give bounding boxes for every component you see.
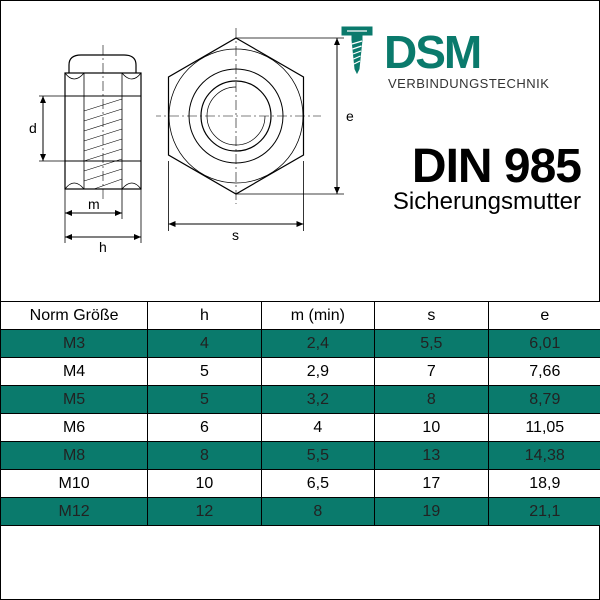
table-cell: M8 (1, 442, 148, 469)
table-header-cell: m (min) (262, 302, 375, 329)
table-header-cell: e (489, 302, 600, 329)
brand-subtitle: VERBINDUNGSTECHNIK (388, 76, 589, 91)
table-cell: M6 (1, 414, 148, 441)
dim-m-label: m (88, 196, 100, 212)
dim-d-label: d (29, 120, 37, 136)
brand-m: M (444, 29, 480, 75)
table-row: M10106,51718,9 (1, 470, 600, 498)
page-container: d (0, 0, 600, 600)
brand-s: S (415, 29, 444, 75)
table-cell: 21,1 (489, 498, 600, 525)
table-cell: M5 (1, 386, 148, 413)
spec-table: Norm Größehm (min)seM342,45,56,01M452,97… (1, 301, 600, 526)
dim-h-label: h (99, 239, 107, 255)
table-cell: 12 (148, 498, 261, 525)
table-row: M342,45,56,01 (1, 330, 600, 358)
table-cell: M12 (1, 498, 148, 525)
table-cell: 17 (375, 470, 488, 497)
table-cell: 6 (148, 414, 261, 441)
table-cell: 3,2 (262, 386, 375, 413)
table-cell: 6,5 (262, 470, 375, 497)
table-cell: 19 (375, 498, 488, 525)
brand-d: D (384, 29, 415, 75)
table-cell: 8 (262, 498, 375, 525)
table-cell: 5 (148, 386, 261, 413)
screw-icon (334, 21, 380, 82)
table-row: M553,288,79 (1, 386, 600, 414)
table-cell: 11,05 (489, 414, 600, 441)
table-cell: M10 (1, 470, 148, 497)
table-cell: 4 (148, 330, 261, 357)
table-header-cell: h (148, 302, 261, 329)
table-cell: 2,4 (262, 330, 375, 357)
table-cell: 10 (148, 470, 261, 497)
table-header-cell: s (375, 302, 488, 329)
table-cell: 8 (375, 386, 488, 413)
table-cell: 4 (262, 414, 375, 441)
table-cell: 7 (375, 358, 488, 385)
logo-area: D S M VERBINDUNGSTECHNIK DIN 985 Sicheru… (334, 21, 589, 216)
top-area: d (1, 1, 599, 301)
table-row: M452,977,66 (1, 358, 600, 386)
table-cell: 13 (375, 442, 488, 469)
table-cell: 5,5 (375, 330, 488, 357)
table-cell: M3 (1, 330, 148, 357)
logo-row: D S M (334, 21, 589, 82)
table-header-cell: Norm Größe (1, 302, 148, 329)
table-cell: 2,9 (262, 358, 375, 385)
din-title: DIN 985 (334, 139, 589, 194)
table-cell: 6,01 (489, 330, 600, 357)
product-name: Sicherungsmutter (334, 188, 589, 216)
brand-text: D S M (384, 29, 480, 75)
table-header-row: Norm Größehm (min)se (1, 302, 600, 330)
table-cell: 8,79 (489, 386, 600, 413)
side-view-drawing: d (21, 41, 156, 266)
dim-s-label: s (232, 227, 239, 243)
table-cell: 8 (148, 442, 261, 469)
table-cell: 5,5 (262, 442, 375, 469)
table-row: M6641011,05 (1, 414, 600, 442)
table-row: M121281921,1 (1, 498, 600, 526)
table-cell: 5 (148, 358, 261, 385)
table-row: M885,51314,38 (1, 442, 600, 470)
table-cell: M4 (1, 358, 148, 385)
table-cell: 7,66 (489, 358, 600, 385)
table-cell: 18,9 (489, 470, 600, 497)
table-cell: 14,38 (489, 442, 600, 469)
table-cell: 10 (375, 414, 488, 441)
